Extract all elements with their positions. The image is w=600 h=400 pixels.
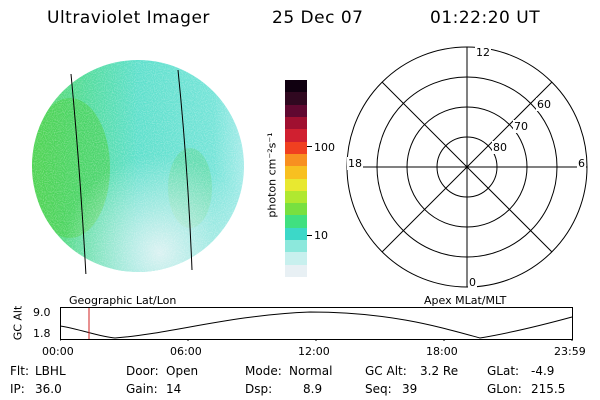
ip-value: 36.0 [35, 382, 62, 396]
colorbar-segment [285, 240, 307, 253]
polar-plot [346, 46, 588, 288]
time-label: 01:22:20 UT [430, 8, 541, 28]
dsp-value: 8.9 [303, 382, 323, 396]
colorbar-tick-label-10: 10 [314, 229, 328, 242]
longitude-line-right [177, 69, 193, 271]
colorbar-unit-label: photon cm⁻²s⁻¹ [265, 132, 279, 218]
altitude-xtick-1200: 12:00 [298, 345, 330, 358]
colorbar-tick-100 [307, 146, 312, 147]
colorbar-segment [285, 178, 307, 191]
mlt-label-18: 18 [347, 157, 363, 170]
colorbar-segment [285, 80, 307, 93]
colorbar-segment [285, 92, 307, 105]
colorbar-segment [285, 215, 307, 228]
altitude-xtick-1800: 18:00 [426, 345, 458, 358]
dsp-label: Dsp: [245, 382, 273, 396]
altitude-curve [60, 311, 573, 339]
colorbar-segment [285, 104, 307, 117]
flt-value: LBHL [35, 364, 66, 378]
altitude-ylabel: GC Alt [11, 305, 25, 341]
glat-label: GLat: [487, 364, 520, 378]
colorbar-segment [285, 264, 307, 277]
mlt-label-0: 0 [468, 276, 477, 289]
colorbar-segment [285, 153, 307, 167]
mode-label: Mode: [245, 364, 282, 378]
colorbar-tick-10 [307, 235, 312, 236]
colorbar-segment [285, 227, 307, 241]
glat-value: -4.9 [531, 364, 555, 378]
auroral-image [32, 60, 244, 274]
colorbar [285, 80, 307, 277]
geographic-label: Geographic Lat/Lon [69, 294, 177, 307]
gain-value: 14 [166, 382, 182, 396]
colorbar-segment [285, 190, 307, 204]
glon-label: GLon: [487, 382, 522, 396]
altitude-ytick-1-8: 1.8 [33, 327, 51, 340]
door-label: Door: [126, 364, 159, 378]
instrument-title: Ultraviolet Imager [47, 8, 210, 28]
longitude-line-left [70, 73, 87, 274]
gcalt-value: 3.2 Re [420, 364, 459, 378]
mlat-label-60: 60 [536, 98, 552, 111]
door-value: Open [166, 364, 199, 378]
colorbar-segment [285, 203, 307, 216]
mlt-label-12: 12 [475, 46, 491, 59]
colorbar-segment [285, 166, 307, 179]
gcalt-label: GC Alt: [365, 364, 407, 378]
apex-label: Apex MLat/MLT [424, 294, 507, 307]
glon-value: 215.5 [531, 382, 566, 396]
colorbar-segment [285, 141, 307, 154]
mlt-label-6: 6 [577, 157, 586, 170]
altitude-ytick-9: 9.0 [33, 306, 51, 319]
flt-label: Flt: [10, 364, 29, 378]
colorbar-segment [285, 252, 307, 265]
mode-value: Normal [289, 364, 333, 378]
seq-value: 39 [402, 382, 418, 396]
altitude-xtick-0000: 00:00 [42, 345, 74, 358]
altitude-xtick-0600: 06:00 [170, 345, 202, 358]
ip-label: IP: [10, 382, 25, 396]
gain-label: Gain: [126, 382, 158, 396]
mlat-label-80: 80 [492, 141, 508, 154]
colorbar-segment [285, 129, 307, 142]
colorbar-tick-label-100: 100 [314, 141, 335, 154]
mlat-label-70: 70 [513, 120, 529, 133]
altitude-xtick-2359: 23:59 [554, 345, 586, 358]
colorbar-segment [285, 116, 307, 130]
date-label: 25 Dec 07 [272, 8, 364, 28]
altitude-plot [60, 307, 573, 341]
seq-label: Seq: [365, 382, 392, 396]
